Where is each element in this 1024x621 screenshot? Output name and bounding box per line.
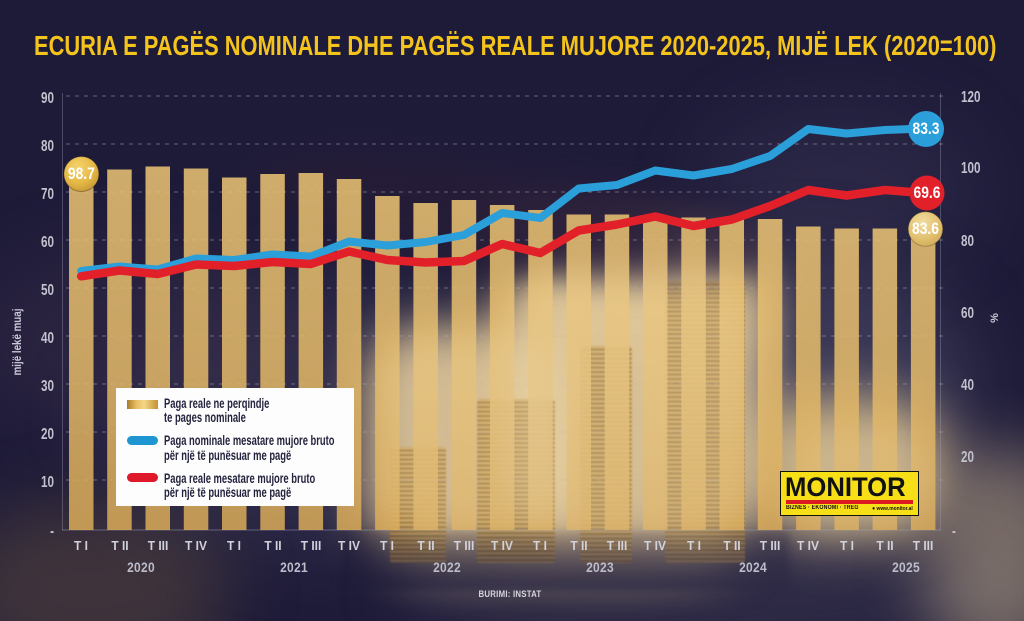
svg-text:69.6: 69.6 [914,184,941,202]
svg-text:83.3: 83.3 [913,120,940,138]
svg-text:98.7: 98.7 [68,165,95,183]
svg-text:83.6: 83.6 [912,220,939,238]
